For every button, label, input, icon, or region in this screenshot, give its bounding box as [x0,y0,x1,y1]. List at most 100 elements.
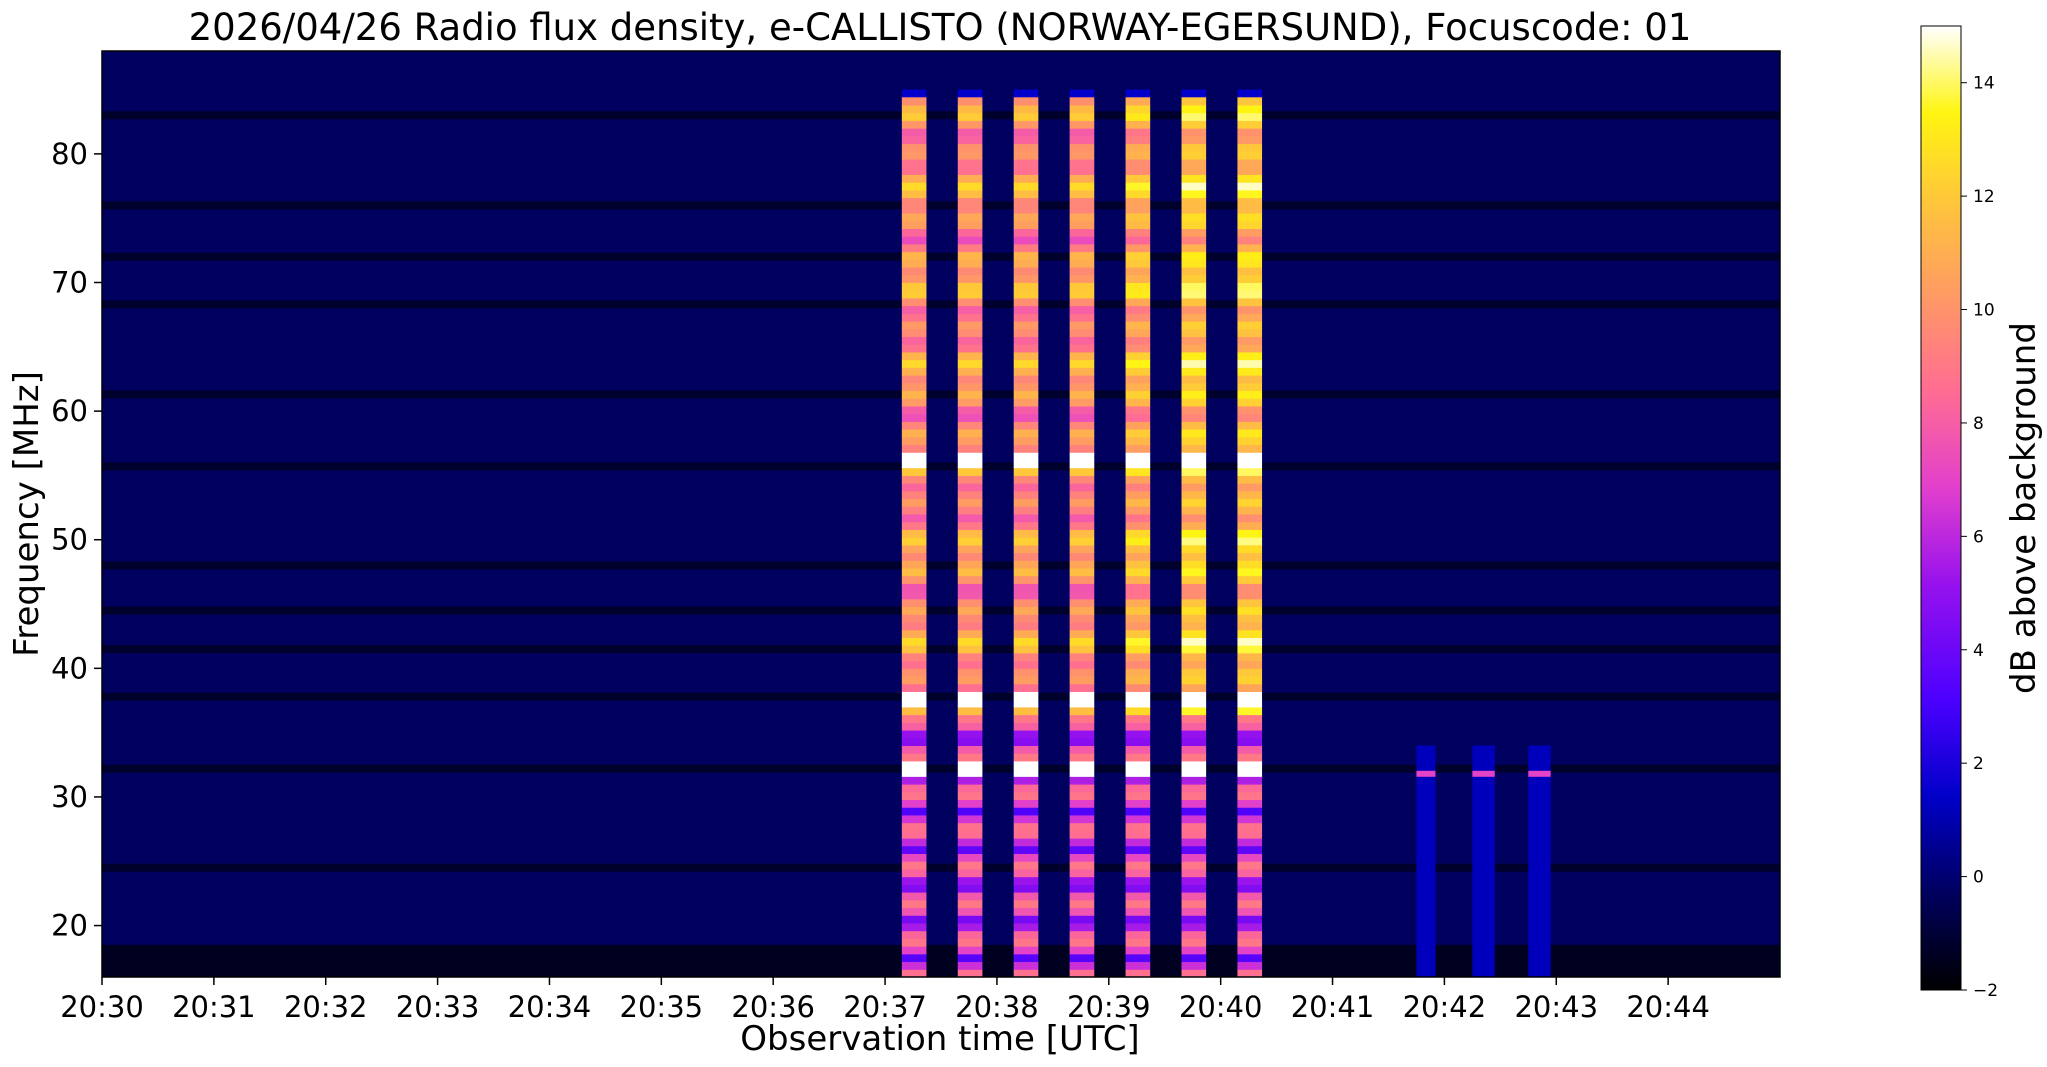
burst-cell [1237,622,1263,631]
burst-cell [1181,205,1207,214]
burst-cell [1237,676,1263,685]
burst-cell [957,413,983,422]
burst-cell [901,861,927,870]
burst-cell [957,876,983,885]
x-tick-label: 20:41 [1291,990,1375,1024]
burst-cell [957,151,983,160]
burst-cell [901,174,927,183]
burst-cell [957,583,983,592]
burst-cell [1069,853,1095,862]
burst-cell [957,205,983,214]
burst-cell [1181,189,1207,199]
dark-band [102,692,1780,701]
burst-cell [1125,760,1151,770]
burst-cell [901,182,927,191]
burst-cell [957,946,983,955]
burst-cell [901,351,927,361]
burst-cell [1237,282,1263,291]
burst-cell [1013,753,1039,762]
burst-cell [1237,814,1263,824]
burst-cell [1237,737,1263,746]
burst-cell [1013,436,1039,446]
burst-cell [1237,699,1263,708]
burst-cell [1125,946,1151,955]
burst-cell [1069,807,1095,816]
burst-cell [1069,344,1095,353]
burst-cell [1125,498,1151,507]
burst-cell [1181,305,1207,314]
dark-band [102,300,1780,309]
y-tick-label: 30 [51,780,88,814]
burst-cell [1181,730,1207,739]
burst-cell [1013,143,1039,152]
burst-cell [1125,297,1151,307]
burst-cell [1013,251,1039,260]
burst-cell [1237,868,1263,878]
burst-cell [1125,174,1151,183]
burst-cell [957,475,983,484]
burst-cell [957,652,983,662]
burst-cell [1013,714,1039,723]
burst-cell [1181,135,1207,145]
burst-cell [1069,606,1095,615]
burst-cell [1125,830,1151,839]
burst-cell [901,876,927,885]
burst-cell [1237,274,1263,283]
burst-cell [1013,413,1039,422]
burst-cell [1013,405,1039,415]
burst-cell [901,166,927,175]
burst-cell [1125,676,1151,685]
burst-cell [957,220,983,229]
burst-cell [957,297,983,307]
burst-cell [1237,953,1263,963]
burst-cell [957,560,983,569]
dark-band [102,944,1780,977]
burst-cell [1181,899,1207,909]
burst-cell [1125,328,1151,338]
burst-cell [1237,799,1263,808]
burst-cell [1069,660,1095,669]
burst-cell [1125,953,1151,963]
burst-cell [901,907,927,916]
burst-cell [1237,614,1263,623]
burst-cell [1013,668,1039,677]
burst-cell [1237,730,1263,739]
burst-cell [1069,182,1095,191]
burst-cell [1069,328,1095,338]
burst-cell [1069,884,1095,893]
burst-cell [1237,159,1263,168]
burst-cell [957,243,983,253]
burst-cell [1125,969,1151,977]
burst-cell [901,614,927,623]
burst-cell [1069,297,1095,307]
burst-cell [1181,799,1207,808]
burst-cell [1013,552,1039,561]
burst-cell [1013,922,1039,932]
weak-burst-column [1528,745,1551,977]
burst-cell [1013,429,1039,438]
burst-cell [1125,436,1151,446]
burst-cell [957,691,983,700]
burst-cell [901,328,927,338]
burst-cell [957,884,983,893]
burst-cell [957,490,983,500]
burst-cell [901,591,927,600]
burst-cell [1181,575,1207,584]
burst-cell [1237,760,1263,770]
burst-cell [1181,251,1207,260]
weak-burst [1472,745,1495,977]
burst-cell [1069,714,1095,723]
burst-cell [1237,151,1263,160]
burst-cell [901,236,927,245]
y-tick-label: 50 [51,523,88,557]
burst-cell [1125,776,1151,785]
burst-cell [1125,930,1151,939]
burst-cell [957,321,983,330]
burst-cell [1125,290,1151,299]
burst-cell [1237,189,1263,199]
burst-cell [1013,305,1039,314]
burst-cell [1181,213,1207,222]
burst-cell [901,645,927,654]
burst-cell [901,691,927,700]
burst-cell [901,274,927,283]
